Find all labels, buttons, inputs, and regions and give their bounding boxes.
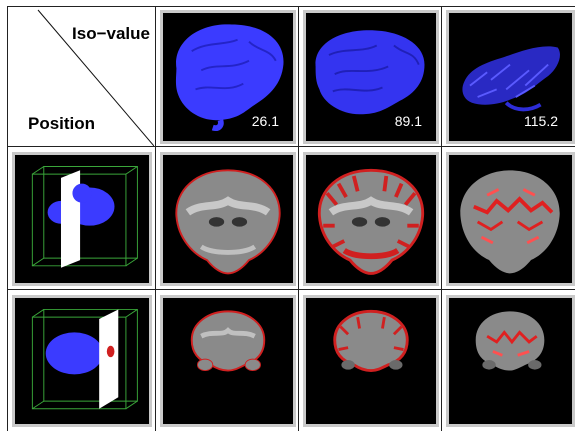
grid-line-col1 (155, 6, 156, 431)
isosurface-tile-2: 89.1 (303, 10, 439, 144)
coronal-slice-1-1 (160, 152, 296, 286)
isosurface-tile-3: 115.2 (446, 10, 575, 144)
grid-line-col2 (298, 6, 299, 431)
grid-line-row2 (8, 289, 575, 290)
diagonal-divider (37, 9, 154, 146)
iso-value-label: 89.1 (394, 113, 422, 129)
iso-value-label: 115.2 (524, 113, 558, 129)
coronal-slice-2-1 (160, 295, 296, 427)
iso-value-label: 26.1 (251, 113, 279, 129)
isosurface-tile-1: 26.1 (160, 10, 296, 144)
grid-line-row1 (8, 146, 575, 147)
slice-plane-3d-view-1 (12, 152, 152, 286)
coronal-slice-1-3 (446, 152, 575, 286)
grid-line-left (7, 6, 8, 431)
position-axis-label: Position (28, 114, 96, 133)
coronal-slice-2-2 (303, 295, 439, 427)
iso-value-axis-label: Iso−value (72, 24, 150, 43)
grid-line-col3 (441, 6, 442, 431)
grid-line-top (8, 6, 575, 7)
axis-header-cell: Iso−value Position (8, 8, 154, 146)
slice-plane-3d-view-2 (12, 295, 152, 427)
coronal-slice-2-3 (446, 295, 575, 427)
coronal-slice-1-2 (303, 152, 439, 286)
